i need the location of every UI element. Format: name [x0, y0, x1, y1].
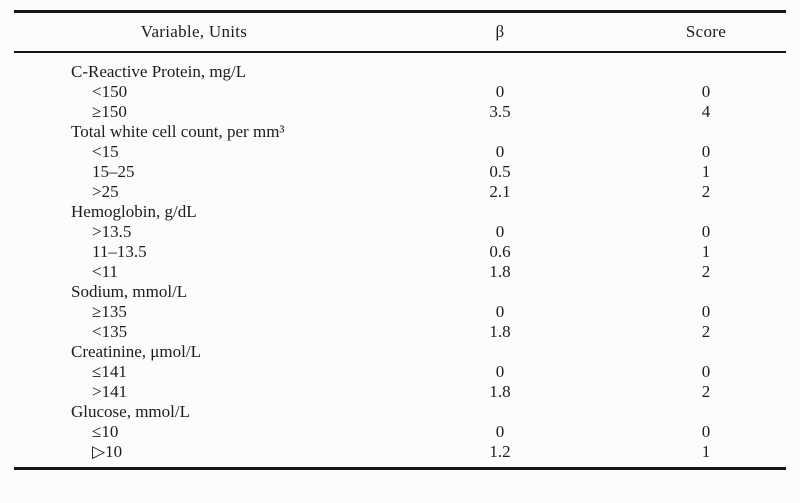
range-cell: >25 [92, 182, 119, 201]
beta-cell: 0 [495, 82, 505, 101]
score-cell: 2 [701, 322, 711, 341]
score-cell: 1 [701, 162, 711, 181]
score-cell: 2 [701, 262, 711, 281]
range-cell: <150 [92, 82, 128, 101]
table-row: ≥135 0 0 [14, 302, 786, 322]
table-row: >141 1.8 2 [14, 382, 786, 402]
score-cell: 4 [701, 102, 711, 121]
variable-group-row: Creatinine, μmol/L [14, 342, 786, 362]
risk-score-table: Variable, Units β Score C-Reactive Prote… [14, 10, 786, 470]
beta-cell: 0.5 [489, 162, 511, 181]
beta-cell: 0 [495, 142, 505, 161]
table-row: <135 1.8 2 [14, 322, 786, 342]
score-cell: 0 [701, 302, 711, 321]
column-header-score: Score [685, 22, 727, 41]
table-row: 15–25 0.5 1 [14, 162, 786, 182]
variable-group-row: C-Reactive Protein, mg/L [14, 62, 786, 82]
variable-group-label: Creatinine, μmol/L [71, 342, 201, 361]
column-header-variable-units: Variable, Units [140, 22, 248, 41]
score-cell: 1 [701, 442, 711, 461]
table-row: <150 0 0 [14, 82, 786, 102]
column-header-beta: β [495, 22, 505, 41]
score-cell: 1 [701, 242, 711, 261]
variable-group-label: Glucose, mmol/L [71, 402, 190, 421]
score-cell: 0 [701, 422, 711, 441]
table-row: ▷10 1.2 1 [14, 442, 786, 462]
table-row: <11 1.8 2 [14, 262, 786, 282]
range-cell: 15–25 [92, 162, 135, 181]
range-cell: ≤141 [92, 362, 127, 381]
range-cell: ≤10 [92, 422, 119, 441]
score-cell: 0 [701, 142, 711, 161]
variable-group-row: Glucose, mmol/L [14, 402, 786, 422]
table-row: >25 2.1 2 [14, 182, 786, 202]
variable-group-label: Total white cell count, per mm³ [71, 122, 285, 141]
table-row: 11–13.5 0.6 1 [14, 242, 786, 262]
score-cell: 0 [701, 362, 711, 381]
range-cell: >141 [92, 382, 128, 401]
beta-cell: 0 [495, 222, 505, 241]
table-row: <15 0 0 [14, 142, 786, 162]
score-cell: 2 [701, 382, 711, 401]
score-cell: 2 [701, 182, 711, 201]
table-bottom-rule [14, 467, 786, 470]
beta-cell: 0.6 [489, 242, 511, 261]
table-header-rule [14, 51, 786, 53]
variable-group-label: Hemoglobin, g/dL [71, 202, 197, 221]
table-top-rule [14, 10, 786, 13]
table-row: >13.5 0 0 [14, 222, 786, 242]
variable-group-row: Total white cell count, per mm³ [14, 122, 786, 142]
variable-group-row: Hemoglobin, g/dL [14, 202, 786, 222]
range-cell: <135 [92, 322, 128, 341]
variable-group-row: Sodium, mmol/L [14, 282, 786, 302]
range-cell: ▷10 [92, 442, 123, 461]
range-cell: <11 [92, 262, 118, 281]
table-row: ≥150 3.5 4 [14, 102, 786, 122]
range-cell: ≥150 [92, 102, 127, 121]
beta-cell: 3.5 [489, 102, 511, 121]
beta-cell: 1.8 [489, 322, 511, 341]
beta-cell: 1.8 [489, 262, 511, 281]
beta-cell: 0 [495, 422, 505, 441]
range-cell: ≥135 [92, 302, 127, 321]
beta-cell: 2.1 [489, 182, 511, 201]
beta-cell: 1.2 [489, 442, 511, 461]
beta-cell: 0 [495, 302, 505, 321]
range-cell: 11–13.5 [92, 242, 147, 261]
variable-group-label: C-Reactive Protein, mg/L [71, 62, 247, 81]
table-body: C-Reactive Protein, mg/L <150 0 0 ≥150 3.5 4 To… [14, 53, 786, 467]
score-cell: 0 [701, 222, 711, 241]
table-header-row: Variable, Units β Score [14, 13, 786, 51]
beta-cell: 0 [495, 362, 505, 381]
table-row: ≤141 0 0 [14, 362, 786, 382]
range-cell: <15 [92, 142, 119, 161]
variable-group-label: Sodium, mmol/L [71, 282, 188, 301]
range-cell: >13.5 [92, 222, 132, 241]
table-row: ≤10 0 0 [14, 422, 786, 442]
beta-cell: 1.8 [489, 382, 511, 401]
score-cell: 0 [701, 82, 711, 101]
